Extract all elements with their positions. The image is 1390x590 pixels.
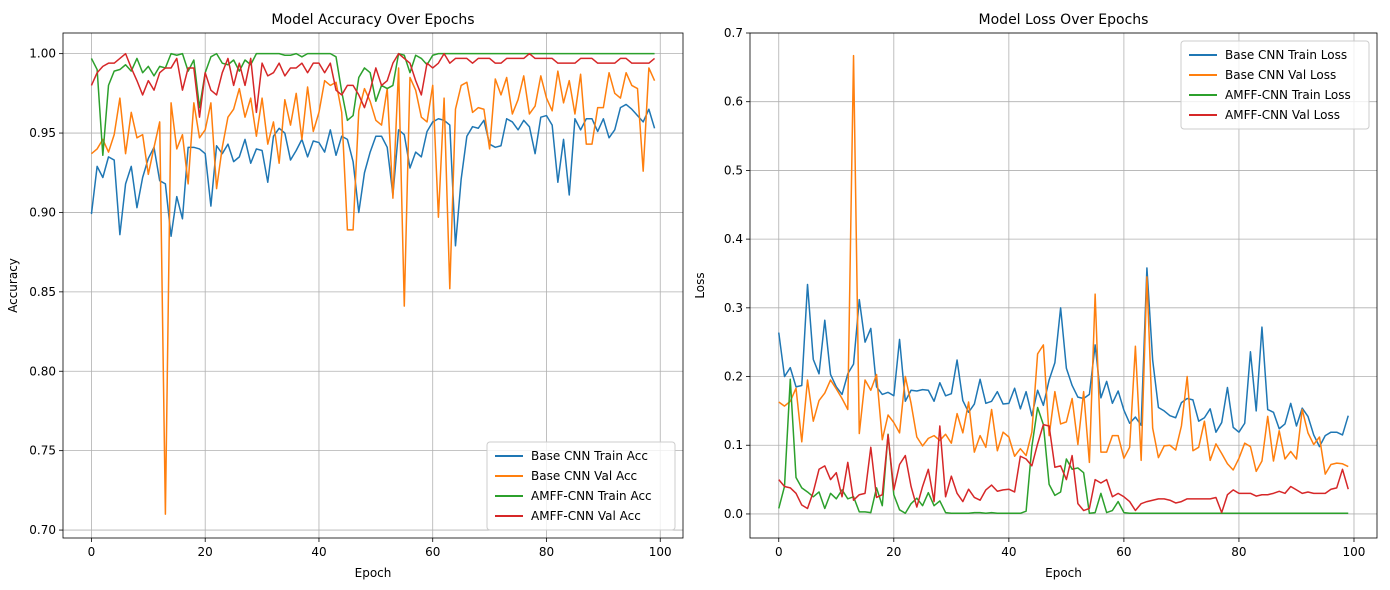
x-tick-label: 40 bbox=[311, 545, 326, 559]
legend-label: Base CNN Val Loss bbox=[1225, 68, 1336, 82]
x-tick-label: 80 bbox=[1231, 545, 1246, 559]
series-line-amff-cnn-val-acc bbox=[90, 52, 656, 118]
series-lines bbox=[778, 54, 1349, 515]
x-axis-label: Epoch bbox=[1045, 566, 1082, 580]
x-tick-label: 20 bbox=[886, 545, 901, 559]
chart-title: Model Accuracy Over Epochs bbox=[271, 12, 474, 28]
x-tick-label: 60 bbox=[1116, 545, 1131, 559]
legend-label: AMFF-CNN Train Acc bbox=[531, 489, 652, 503]
plot-frame bbox=[749, 32, 1378, 539]
legend-box bbox=[1180, 40, 1370, 130]
y-tick-label: 0.85 bbox=[29, 285, 56, 299]
legend-label: AMFF-CNN Train Loss bbox=[1225, 88, 1351, 102]
loss-chart: 0 20 40 60 80 100 0.0 0.1 0.2 0.3 0.4 0.5 0.6 0.7 Mode… bbox=[693, 12, 1378, 580]
y-tick-label: 0.0 bbox=[724, 507, 743, 521]
series-line-amff-cnn-train-acc bbox=[90, 52, 655, 157]
series-line-base-cnn-train-loss bbox=[778, 267, 1349, 448]
legend-box bbox=[486, 441, 676, 531]
y-tick-label: 0.6 bbox=[724, 95, 743, 109]
y-tick-label: 0.5 bbox=[724, 163, 743, 177]
y-tick-label: 0.2 bbox=[724, 370, 743, 384]
legend: Base CNN Train Loss Base CNN Val Loss AMFF… bbox=[1180, 40, 1370, 130]
legend-label: AMFF-CNN Val Loss bbox=[1225, 108, 1340, 122]
y-tick-label: 0.80 bbox=[29, 364, 56, 378]
legend-label: Base CNN Train Loss bbox=[1225, 48, 1347, 62]
y-tick-label: 0.4 bbox=[724, 232, 743, 246]
series-line-base-cnn-val-acc bbox=[90, 67, 656, 515]
series-line-amff-cnn-train-loss bbox=[778, 378, 1349, 515]
y-tick-label: 0.1 bbox=[724, 438, 743, 452]
accuracy-chart: 0 20 40 60 80 100 0.70 0.75 0.80 0.85 0.90 0.95 1.00… bbox=[6, 12, 684, 580]
x-tick-label: 100 bbox=[1343, 545, 1366, 559]
y-tick-label: 1.00 bbox=[29, 47, 56, 61]
y-tick-label: 0.95 bbox=[29, 126, 56, 140]
x-tick-label: 0 bbox=[88, 545, 96, 559]
y-tick-label: 0.7 bbox=[724, 26, 743, 40]
y-axis-label: Loss bbox=[693, 272, 707, 298]
x-tick-label: 20 bbox=[198, 545, 213, 559]
chart-title: Model Loss Over Epochs bbox=[979, 12, 1149, 28]
legend-label: Base CNN Train Acc bbox=[531, 449, 648, 463]
y-tick-label: 0.3 bbox=[724, 301, 743, 315]
y-tick-label: 0.90 bbox=[29, 205, 56, 219]
legend-label: Base CNN Val Acc bbox=[531, 469, 637, 483]
x-tick-label: 0 bbox=[775, 545, 783, 559]
series-line-base-cnn-val-loss bbox=[778, 54, 1349, 475]
plot-frame bbox=[62, 32, 684, 539]
x-axis-label: Epoch bbox=[355, 566, 392, 580]
legend: Base CNN Train Acc Base CNN Val Acc AMFF-C… bbox=[486, 441, 676, 531]
x-tick-label: 60 bbox=[425, 545, 440, 559]
series-lines bbox=[90, 52, 656, 515]
y-tick-label: 0.70 bbox=[29, 523, 56, 537]
series-line-base-cnn-train-acc bbox=[90, 103, 656, 247]
legend-label: AMFF-CNN Val Acc bbox=[531, 509, 641, 523]
x-tick-label: 100 bbox=[649, 545, 672, 559]
y-tick-label: 0.75 bbox=[29, 444, 56, 458]
x-tick-label: 80 bbox=[539, 545, 554, 559]
y-axis-label: Accuracy bbox=[6, 258, 20, 313]
x-tick-label: 40 bbox=[1001, 545, 1016, 559]
series-line-amff-cnn-val-loss bbox=[778, 423, 1349, 514]
